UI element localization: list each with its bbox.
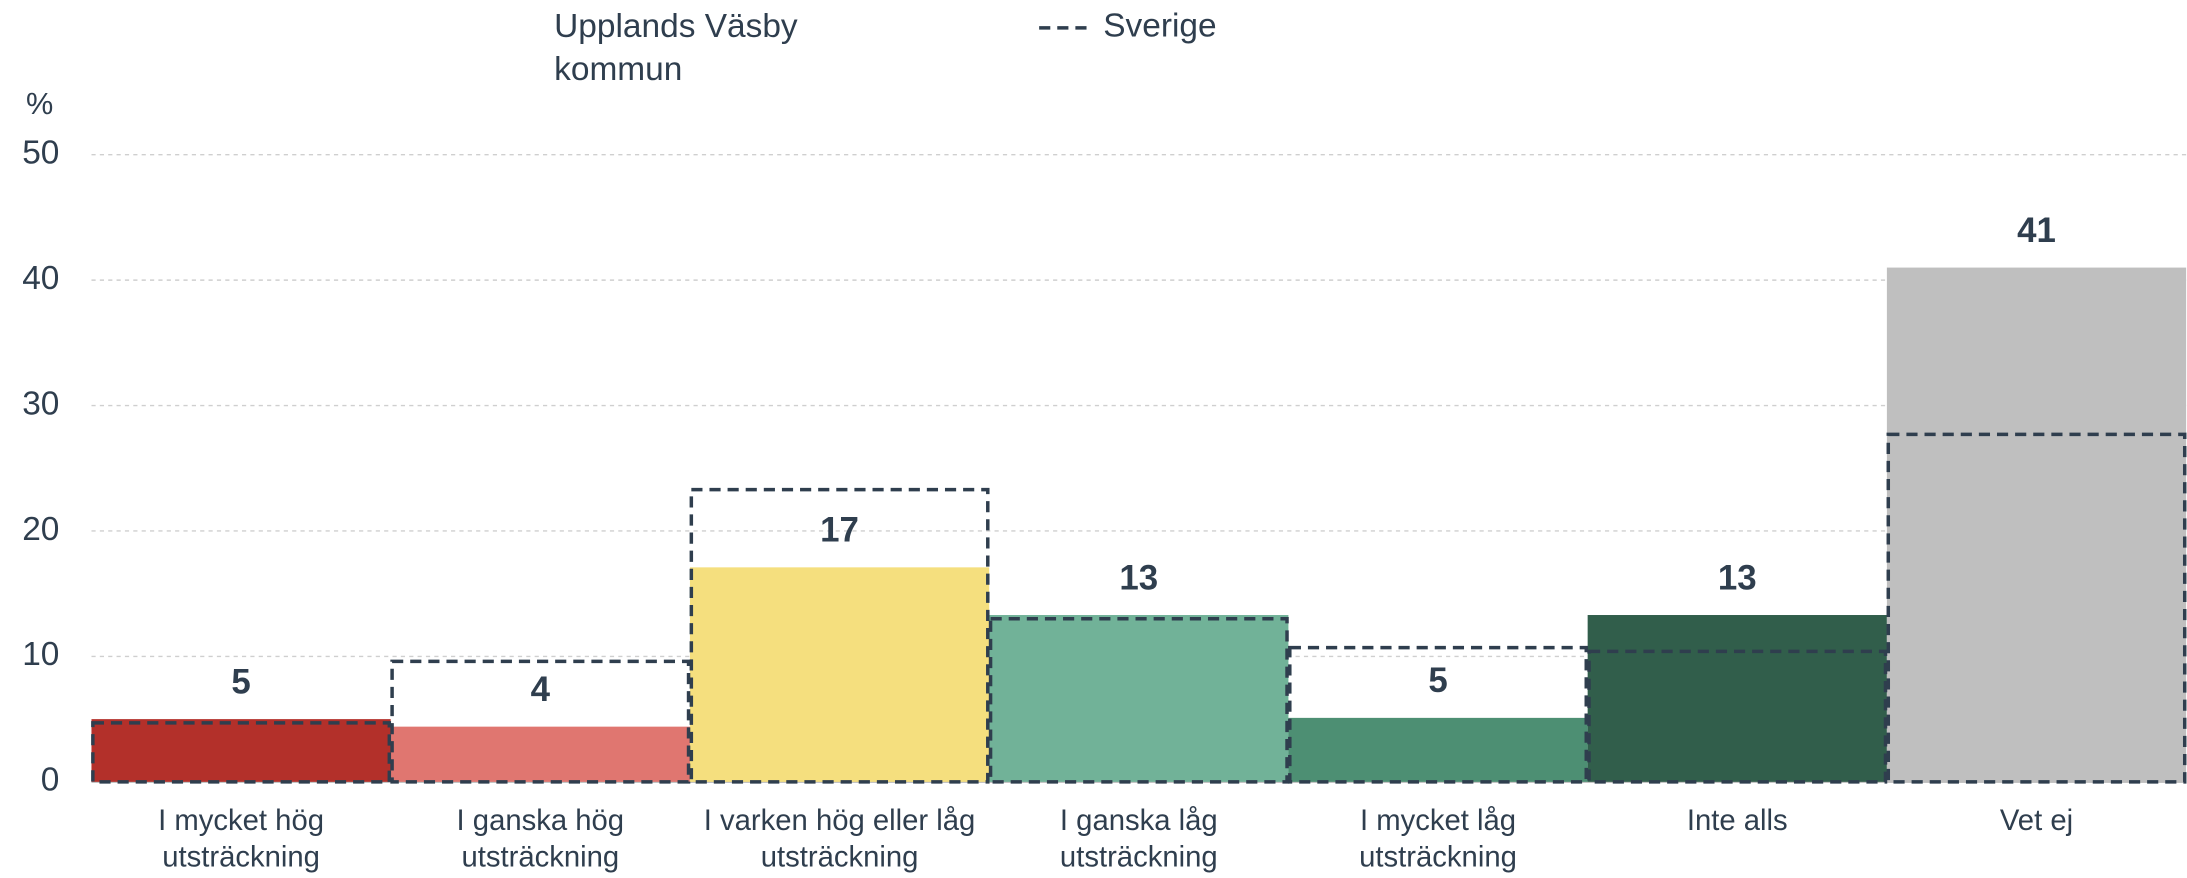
y-tick-label: 0 <box>41 762 60 799</box>
x-tick-label: I mycket låg utsträckning <box>1359 805 1517 873</box>
bar <box>1886 267 2187 782</box>
y-tick-label: 40 <box>22 260 59 297</box>
reference-outline <box>689 487 990 784</box>
y-unit: % <box>26 87 53 121</box>
data-label: 17 <box>820 511 859 550</box>
reference-outline <box>1288 645 1588 784</box>
reference-outline <box>390 659 691 784</box>
reference-outline <box>988 617 1289 784</box>
y-tick-label: 30 <box>22 385 59 422</box>
bar <box>390 726 690 782</box>
legend-label: Sverige <box>1103 8 1216 45</box>
data-label: 5 <box>1428 661 1447 700</box>
x-tick-label: Vet ej <box>2000 805 2073 837</box>
y-tick-label: 50 <box>22 135 59 172</box>
reference-outline <box>1587 649 1888 784</box>
y-tick-label: 10 <box>22 636 59 673</box>
data-label: 5 <box>231 662 250 701</box>
x-tick-label: I ganska låg utsträckning <box>1060 805 1218 873</box>
reference-outline <box>91 721 392 784</box>
data-label: 41 <box>2017 211 2056 250</box>
data-label: 13 <box>1119 558 1158 597</box>
reference-outline <box>1886 432 2187 784</box>
bar <box>989 615 1289 782</box>
x-tick-label: I varken hög eller låg utsträckning <box>704 805 976 873</box>
data-label: 13 <box>1718 558 1757 597</box>
x-tick-label: I ganska hög utsträckning <box>457 805 625 873</box>
bar <box>91 719 391 782</box>
bar <box>689 567 990 782</box>
legend-label: Upplands Väsby kommun <box>554 8 798 88</box>
data-label: 4 <box>531 670 551 709</box>
bar <box>1587 615 1887 782</box>
bar <box>1288 717 1588 782</box>
x-tick-label: I mycket hög utsträckning <box>158 805 324 873</box>
x-tick-label: Inte alls <box>1687 805 1788 837</box>
y-tick-label: 20 <box>22 511 59 548</box>
